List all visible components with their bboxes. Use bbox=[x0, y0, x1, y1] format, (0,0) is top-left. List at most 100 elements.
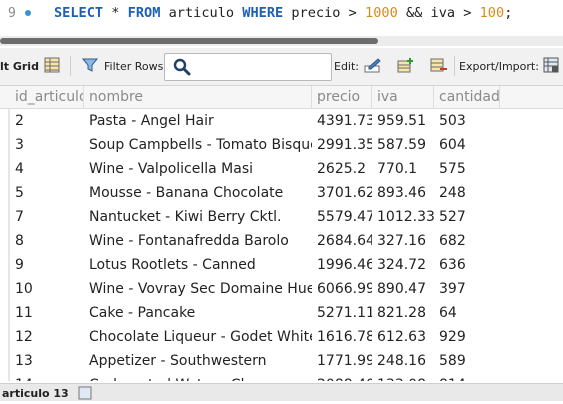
cell-iva[interactable]: 587.59 bbox=[377, 137, 426, 153]
cell-cantidad[interactable]: 814 bbox=[439, 373, 500, 381]
cell-precio[interactable]: 2088.40 bbox=[317, 373, 372, 381]
cell-cantidad[interactable]: 527 bbox=[439, 209, 466, 225]
column-header-precio[interactable]: precio bbox=[312, 86, 372, 108]
cell-precio[interactable]: 1996.46 bbox=[317, 257, 372, 273]
cell-nombre[interactable]: Nantucket - Kiwi Berry Cktl. bbox=[89, 209, 282, 225]
cell-id-articulo[interactable]: 9 bbox=[15, 257, 24, 273]
cell-precio[interactable]: 5271.11 bbox=[317, 305, 372, 321]
column-header-iva[interactable]: iva bbox=[372, 86, 434, 108]
table-row[interactable]: 12 Chocolate Liqueur - Godet White 1616.78… bbox=[0, 325, 563, 349]
table-row[interactable]: 9 Lotus Rootlets - Canned 1996.46 324.72 636 bbox=[0, 253, 563, 277]
cell-iva[interactable]: 248.16 bbox=[377, 353, 426, 369]
cell-nombre[interactable]: Cake - Pancake bbox=[89, 305, 196, 321]
table-row[interactable]: 2 Pasta - Angel Hair 4391.73 959.51 503 bbox=[0, 109, 563, 133]
result-grid-toolbar: lt Grid Filter Rows: Edit: Export/Import… bbox=[0, 48, 563, 86]
cell-id-articulo[interactable]: 2 bbox=[15, 113, 24, 129]
cell-iva[interactable]: 327.16 bbox=[377, 233, 426, 249]
cell-precio[interactable]: 2991.35 bbox=[317, 137, 372, 153]
cell-cantidad[interactable]: 397 bbox=[439, 281, 466, 297]
result-tab-articulo[interactable]: articulo 13 bbox=[2, 387, 69, 400]
cell-nombre[interactable]: Lotus Rootlets - Canned bbox=[89, 257, 256, 273]
cell-nombre[interactable]: Mousse - Banana Chocolate bbox=[89, 185, 284, 201]
cell-iva[interactable]: 612.63 bbox=[377, 329, 426, 345]
cell-cantidad[interactable]: 929 bbox=[439, 329, 466, 345]
filter-rows-input[interactable] bbox=[164, 53, 332, 81]
table-row[interactable]: 3 Soup Campbells - Tomato Bisque 2991.35 58… bbox=[0, 133, 563, 157]
cell-nombre[interactable]: Wine - Vovray Sec Domaine Huet bbox=[89, 281, 312, 297]
cell-cantidad[interactable]: 636 bbox=[439, 257, 466, 273]
edit-label: Edit: bbox=[334, 60, 360, 73]
cell-id-articulo[interactable]: 13 bbox=[15, 353, 33, 369]
cell-cantidad[interactable]: 575 bbox=[439, 161, 466, 177]
table-row[interactable]: 10 Wine - Vovray Sec Domaine Huet 6066.99 8… bbox=[0, 277, 563, 301]
cell-nombre[interactable]: Soup Campbells - Tomato Bisque bbox=[89, 137, 312, 153]
delete-row-icon[interactable] bbox=[430, 57, 447, 73]
table-row[interactable]: 8 Wine - Fontanafredda Barolo 2684.64 327.1… bbox=[0, 229, 563, 253]
filter-icon[interactable] bbox=[81, 57, 99, 73]
result-grid-body[interactable]: 2 Pasta - Angel Hair 4391.73 959.51 503 3 Soup… bbox=[0, 109, 563, 381]
cell-iva[interactable]: 890.47 bbox=[377, 281, 426, 297]
cell-iva[interactable]: 770.1 bbox=[377, 161, 418, 177]
cell-nombre[interactable]: Pasta - Angel Hair bbox=[89, 113, 214, 129]
sql-query-text[interactable]: SELECT * FROM articulo WHERE precio > 10… bbox=[54, 5, 512, 21]
cell-nombre[interactable]: Wine - Valpolicella Masi bbox=[89, 161, 254, 177]
cell-id-articulo[interactable]: 10 bbox=[15, 281, 33, 297]
cell-cantidad[interactable]: 248 bbox=[439, 185, 466, 201]
cell-id-articulo[interactable]: 7 bbox=[15, 209, 24, 225]
toolbar-separator bbox=[454, 56, 455, 76]
add-row-icon[interactable] bbox=[397, 57, 413, 73]
table-row[interactable]: 5 Mousse - Banana Chocolate 3701.62 893.46 2… bbox=[0, 181, 563, 205]
current-line-dot-icon bbox=[25, 10, 31, 16]
cell-id-articulo[interactable]: 8 bbox=[15, 233, 24, 249]
sql-token: 100 bbox=[479, 5, 505, 21]
cell-precio[interactable]: 1771.99 bbox=[317, 353, 372, 369]
cell-precio[interactable]: 2625.2 bbox=[317, 161, 366, 177]
grid-view-icon[interactable] bbox=[44, 57, 60, 73]
cell-cantidad[interactable]: 682 bbox=[439, 233, 466, 249]
edit-row-icon[interactable] bbox=[364, 57, 381, 73]
cell-id-articulo[interactable]: 11 bbox=[15, 305, 33, 321]
cell-cantidad[interactable]: 64 bbox=[439, 305, 457, 321]
refresh-result-icon[interactable] bbox=[78, 385, 92, 404]
cell-precio[interactable]: 1616.78 bbox=[317, 329, 372, 345]
sql-editor[interactable]: 9 SELECT * FROM articulo WHERE precio > … bbox=[0, 0, 563, 32]
sql-token: ; bbox=[504, 5, 513, 21]
table-row[interactable]: 13 Appetizer - Southwestern 1771.99 248.16 5… bbox=[0, 349, 563, 373]
cell-id-articulo[interactable]: 3 bbox=[15, 137, 24, 153]
cell-id-articulo[interactable]: 14 bbox=[15, 373, 84, 381]
cell-cantidad[interactable]: 604 bbox=[439, 137, 466, 153]
sql-token: articulo bbox=[160, 5, 243, 21]
cell-precio[interactable]: 4391.73 bbox=[317, 113, 372, 129]
cell-cantidad[interactable]: 589 bbox=[439, 353, 466, 369]
cell-precio[interactable]: 2684.64 bbox=[317, 233, 372, 249]
column-header-nombre[interactable]: nombre bbox=[84, 86, 312, 108]
cell-precio[interactable]: 5579.47 bbox=[317, 209, 372, 225]
cell-nombre[interactable]: Appetizer - Southwestern bbox=[89, 353, 267, 369]
scrollbar-thumb[interactable] bbox=[0, 38, 378, 44]
cell-nombre[interactable]: Chocolate Liqueur - Godet White bbox=[89, 329, 312, 345]
cell-iva[interactable]: 133.08 bbox=[377, 373, 434, 381]
editor-horizontal-scrollbar[interactable] bbox=[0, 36, 563, 46]
cell-iva[interactable]: 893.46 bbox=[377, 185, 426, 201]
cell-id-articulo[interactable]: 5 bbox=[15, 185, 24, 201]
table-row[interactable]: 4 Wine - Valpolicella Masi 2625.2 770.1 575 bbox=[0, 157, 563, 181]
cell-precio[interactable]: 3701.62 bbox=[317, 185, 372, 201]
column-header-cantidad[interactable]: cantidad bbox=[434, 86, 500, 108]
cell-iva[interactable]: 324.72 bbox=[377, 257, 426, 273]
cell-nombre[interactable]: Carbonated Water - Cherry bbox=[89, 373, 312, 381]
sql-token: * bbox=[103, 5, 128, 21]
cell-iva[interactable]: 959.51 bbox=[377, 113, 426, 129]
export-icon[interactable] bbox=[543, 57, 559, 73]
table-row[interactable]: 14 Carbonated Water - Cherry 2088.40 133.08… bbox=[0, 373, 563, 381]
table-row[interactable]: 11 Cake - Pancake 5271.11 821.28 64 bbox=[0, 301, 563, 325]
cell-precio[interactable]: 6066.99 bbox=[317, 281, 372, 297]
table-row[interactable]: 7 Nantucket - Kiwi Berry Cktl. 5579.47 1012… bbox=[0, 205, 563, 229]
cell-iva[interactable]: 821.28 bbox=[377, 305, 426, 321]
cell-id-articulo[interactable]: 12 bbox=[15, 329, 33, 345]
column-header-id-articulo[interactable]: id_articulo bbox=[10, 86, 84, 108]
cell-id-articulo[interactable]: 4 bbox=[15, 161, 24, 177]
cell-iva[interactable]: 1012.33 bbox=[377, 209, 434, 225]
cell-nombre[interactable]: Wine - Fontanafredda Barolo bbox=[89, 233, 289, 249]
cell-cantidad[interactable]: 503 bbox=[439, 113, 466, 129]
filter-rows-label: Filter Rows: bbox=[104, 60, 168, 73]
